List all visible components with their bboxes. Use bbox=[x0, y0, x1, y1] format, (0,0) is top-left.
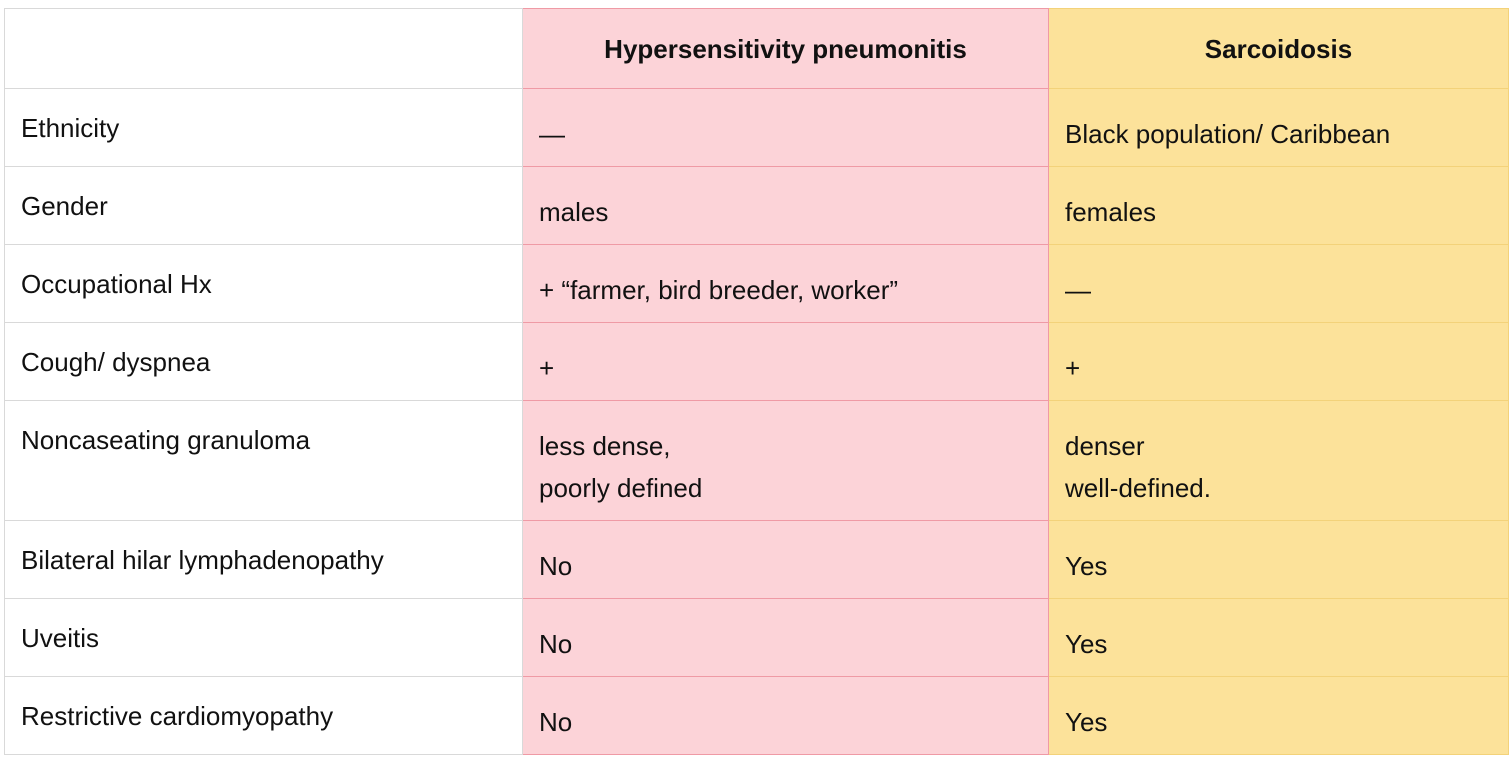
table-row: Bilateral hilar lymphadenopathy No Yes bbox=[4, 520, 1509, 599]
comparison-table-container: Hypersensitivity pneumonitis Sarcoidosis… bbox=[4, 8, 1509, 760]
row-feature: Ethnicity bbox=[4, 88, 523, 167]
row-feature: Cough/ dyspnea bbox=[4, 322, 523, 401]
header-feature bbox=[4, 8, 523, 89]
row-hp-value: less dense, poorly defined bbox=[522, 400, 1049, 521]
header-hypersensitivity-pneumonitis: Hypersensitivity pneumonitis bbox=[522, 8, 1049, 89]
row-sarcoidosis-value: Black population/ Caribbean bbox=[1048, 88, 1509, 167]
comparison-table: Hypersensitivity pneumonitis Sarcoidosis… bbox=[4, 8, 1509, 755]
row-sarcoidosis-value: Yes bbox=[1048, 598, 1509, 677]
row-hp-value-line: less dense, bbox=[539, 431, 671, 461]
header-row: Hypersensitivity pneumonitis Sarcoidosis bbox=[4, 8, 1509, 89]
row-sarcoidosis-value: Yes bbox=[1048, 520, 1509, 599]
row-hp-value-line: poorly defined bbox=[539, 473, 703, 503]
row-hp-value: males bbox=[522, 166, 1049, 245]
row-sarcoidosis-value: females bbox=[1048, 166, 1509, 245]
table-row: Ethnicity — Black population/ Caribbean bbox=[4, 88, 1509, 167]
row-sarcoidosis-value-line: well-defined. bbox=[1065, 473, 1211, 503]
table-row: Restrictive cardiomyopathy No Yes bbox=[4, 676, 1509, 755]
table-row: Uveitis No Yes bbox=[4, 598, 1509, 677]
row-hp-value: — bbox=[522, 88, 1049, 167]
row-sarcoidosis-value: Yes bbox=[1048, 676, 1509, 755]
row-sarcoidosis-value: denser well-defined. bbox=[1048, 400, 1509, 521]
row-feature: Restrictive cardiomyopathy bbox=[4, 676, 523, 755]
table-row: Gender males females bbox=[4, 166, 1509, 245]
row-hp-value: No bbox=[522, 520, 1049, 599]
row-feature: Gender bbox=[4, 166, 523, 245]
row-hp-value: No bbox=[522, 598, 1049, 677]
row-hp-value: + bbox=[522, 322, 1049, 401]
row-hp-value: No bbox=[522, 676, 1049, 755]
row-feature: Uveitis bbox=[4, 598, 523, 677]
header-sarcoidosis: Sarcoidosis bbox=[1048, 8, 1509, 89]
row-feature: Bilateral hilar lymphadenopathy bbox=[4, 520, 523, 599]
row-sarcoidosis-value: + bbox=[1048, 322, 1509, 401]
row-hp-value: + “farmer, bird breeder, worker” bbox=[522, 244, 1049, 323]
row-feature: Occupational Hx bbox=[4, 244, 523, 323]
table-row: Cough/ dyspnea + + bbox=[4, 322, 1509, 401]
row-sarcoidosis-value-line: denser bbox=[1065, 431, 1145, 461]
table-row: Occupational Hx + “farmer, bird breeder,… bbox=[4, 244, 1509, 323]
row-feature: Noncaseating granuloma bbox=[4, 400, 523, 521]
row-sarcoidosis-value: — bbox=[1048, 244, 1509, 323]
table-row: Noncaseating granuloma less dense, poorl… bbox=[4, 400, 1509, 521]
